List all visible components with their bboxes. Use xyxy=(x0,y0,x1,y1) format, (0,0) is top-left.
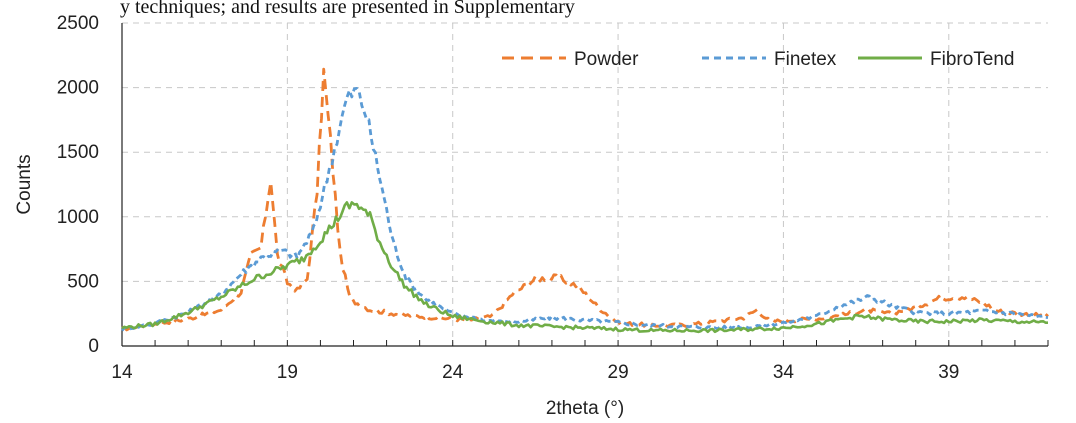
series-line-powder xyxy=(121,67,1049,332)
y-tick-label: 2000 xyxy=(57,78,99,99)
series-lines xyxy=(120,67,1049,334)
y-tick-label: 1000 xyxy=(57,207,99,228)
y-tick-label: 0 xyxy=(88,336,99,357)
series-line-fibrotend xyxy=(121,201,1048,334)
y-tick-label: 2500 xyxy=(57,13,99,34)
x-tick-label: 34 xyxy=(773,362,795,383)
legend-label-powder: Powder xyxy=(574,49,639,70)
x-tick-label: 39 xyxy=(938,362,959,383)
legend-label-fibrotend: FibroTend xyxy=(930,49,1015,70)
gridlines xyxy=(122,22,1048,346)
legend: Powder Finetex FibroTend xyxy=(502,49,1015,70)
top-text: y techniques; and results are presented … xyxy=(120,0,575,18)
axes: 0 500 1000 1500 2000 2500 14 19 24 29 34 39 xyxy=(57,13,1049,383)
y-axis-title: Counts xyxy=(14,154,35,214)
y-tick-label: 1500 xyxy=(57,142,99,163)
x-tick-label: 19 xyxy=(277,362,298,383)
legend-label-finetex: Finetex xyxy=(774,49,837,70)
x-tick-label: 29 xyxy=(608,362,629,383)
x-axis-title: 2theta (°) xyxy=(546,398,624,419)
x-tick-label: 14 xyxy=(111,362,133,383)
x-tick-label: 24 xyxy=(442,362,464,383)
y-tick-label: 500 xyxy=(67,271,99,292)
